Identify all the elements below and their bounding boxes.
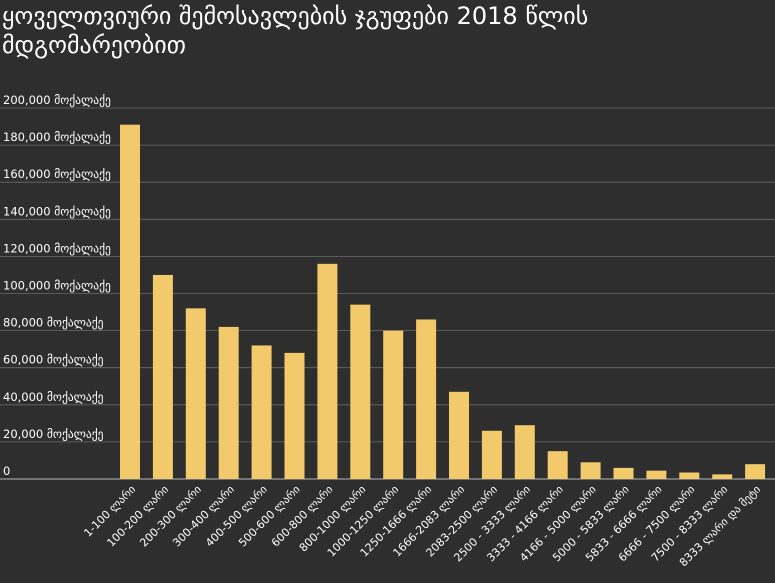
bar — [580, 462, 601, 479]
y-tick-label: 180,000 მოქალაქე — [3, 130, 111, 144]
bar — [745, 464, 766, 479]
y-tick-label: 120,000 მოქალაქე — [3, 241, 111, 255]
y-tick-label: 160,000 მოქალაქე — [3, 167, 111, 181]
bar — [218, 326, 239, 479]
bar — [317, 263, 338, 479]
bar — [514, 425, 535, 479]
bar — [712, 474, 733, 479]
y-axis-tick-labels: 0 20,000 მოქალაქე 40,000 მოქალაქე 60,000 მო… — [3, 93, 111, 478]
y-tick-label: 20,000 მოქალაქე — [3, 427, 104, 441]
y-tick-label: 140,000 მოქალაქე — [3, 204, 111, 218]
bar — [416, 319, 437, 479]
bar — [679, 472, 700, 479]
bar — [646, 470, 667, 479]
bar — [547, 451, 568, 479]
bar — [481, 430, 502, 479]
y-tick-label: 40,000 მოქალაქე — [3, 390, 104, 404]
y-tick-label: 0 — [3, 464, 10, 478]
bars — [120, 124, 766, 479]
bar — [284, 352, 305, 479]
bar — [613, 467, 634, 479]
y-tick-label: 80,000 მოქალაქე — [3, 316, 104, 330]
chart-title: ყოველთვიური შემოსავლების ჯგუფები 2018 წლ… — [2, 2, 589, 59]
bar — [152, 274, 173, 479]
bar — [251, 345, 272, 479]
bar — [383, 330, 404, 479]
bar — [120, 124, 140, 479]
y-tick-label: 200,000 მოქალაქე — [3, 93, 111, 107]
y-tick-label: 60,000 მოქალაქე — [3, 353, 104, 367]
y-tick-label: 100,000 მოქალაქე — [3, 279, 111, 293]
bar — [185, 308, 206, 479]
bar — [350, 304, 371, 479]
bar — [449, 391, 469, 479]
